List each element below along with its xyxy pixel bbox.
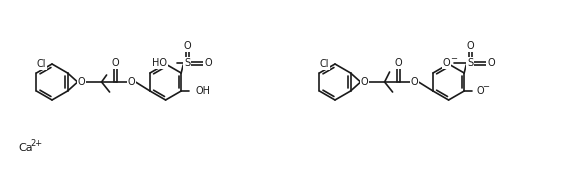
Text: O: O	[361, 77, 368, 87]
Text: O: O	[204, 58, 212, 68]
Text: O: O	[395, 58, 402, 68]
Text: −: −	[450, 55, 457, 64]
Text: Ca: Ca	[18, 143, 33, 153]
Text: O: O	[466, 41, 474, 51]
Text: 2+: 2+	[30, 140, 42, 149]
Text: O: O	[411, 77, 418, 87]
Text: O: O	[443, 58, 450, 68]
Text: OH: OH	[195, 86, 210, 96]
Text: O: O	[183, 41, 191, 51]
Text: O: O	[128, 77, 135, 87]
Text: O: O	[476, 86, 484, 96]
Text: O: O	[487, 58, 495, 68]
Text: Cl: Cl	[36, 59, 46, 69]
Text: O: O	[112, 58, 119, 68]
Text: Cl: Cl	[319, 59, 329, 69]
Text: S: S	[184, 58, 190, 68]
Text: S: S	[467, 58, 473, 68]
Text: −: −	[482, 82, 489, 91]
Text: O: O	[78, 77, 85, 87]
Text: HO: HO	[152, 58, 167, 68]
